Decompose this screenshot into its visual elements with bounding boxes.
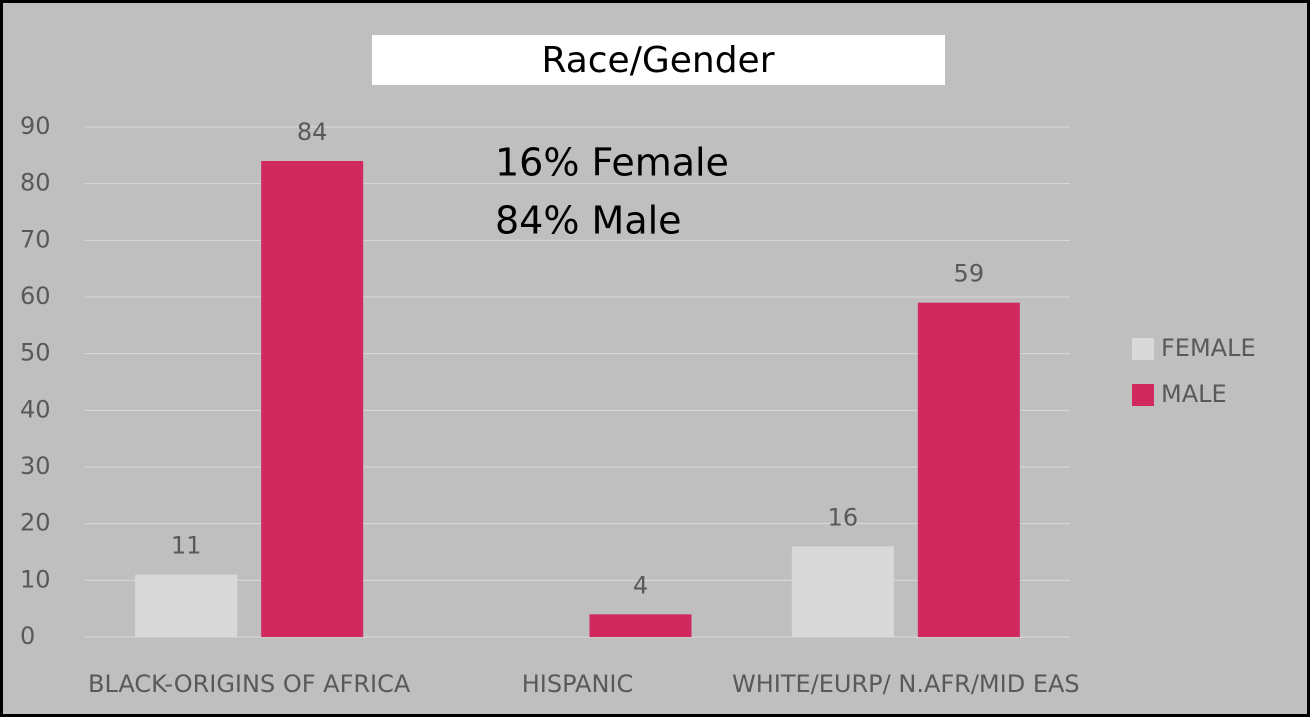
x-tick-label: WHITE/EURP/ N.AFR/MID EAS [732,670,1080,698]
annotation: 16% Female [495,141,729,185]
legend-swatch [1132,384,1154,406]
y-tick-label: 20 [20,509,51,537]
data-label: 11 [171,532,202,560]
bar [261,161,364,637]
y-tick-label: 10 [20,565,51,593]
data-label: 16 [828,503,859,531]
legend-swatch [1132,338,1154,360]
data-label: 4 [633,571,648,599]
x-tick-label: BLACK-ORIGINS OF AFRICA [88,670,411,698]
y-tick-label: 30 [20,452,51,480]
data-label: 59 [954,260,985,288]
data-label: 84 [297,118,328,146]
bar [791,546,894,637]
annotation: 84% Male [495,199,682,243]
y-tick-label: 60 [20,282,51,310]
y-tick-label: 90 [20,112,51,140]
y-tick-label: 40 [20,395,51,423]
x-tick-label: HISPANIC [522,670,634,698]
y-tick-label: 50 [20,339,51,367]
bar [589,614,692,637]
y-tick-label: 70 [20,225,51,253]
y-tick-label: 0 [20,622,35,650]
chart-title: Race/Gender [541,40,774,81]
bar [917,302,1020,637]
legend-label: MALE [1161,380,1227,408]
y-tick-label: 80 [20,169,51,197]
title-box [372,35,945,85]
legend-label: FEMALE [1161,334,1256,362]
bar [135,574,238,637]
